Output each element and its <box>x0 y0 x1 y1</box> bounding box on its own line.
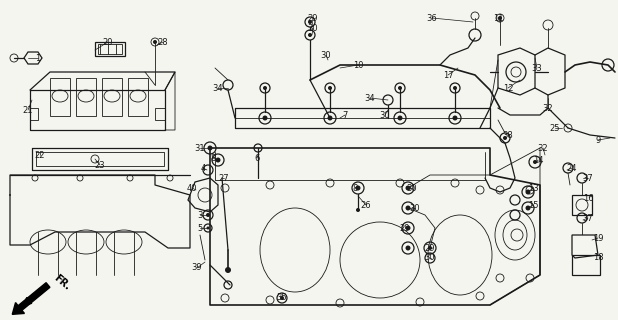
Text: 23: 23 <box>95 161 105 170</box>
Bar <box>50 78 70 116</box>
Text: 25: 25 <box>550 124 561 132</box>
Ellipse shape <box>308 20 312 24</box>
Text: 5: 5 <box>197 223 203 233</box>
Text: 10: 10 <box>353 60 363 69</box>
Text: 33: 33 <box>531 63 543 73</box>
Bar <box>30 108 38 120</box>
Ellipse shape <box>428 246 432 250</box>
Text: FR.: FR. <box>52 272 72 292</box>
Text: 40: 40 <box>187 183 197 193</box>
Ellipse shape <box>225 267 231 273</box>
Text: 28: 28 <box>158 37 168 46</box>
Text: 24: 24 <box>567 164 577 172</box>
Text: 37: 37 <box>583 173 593 182</box>
Text: 31: 31 <box>195 143 205 153</box>
Text: 8: 8 <box>210 154 216 163</box>
Text: 12: 12 <box>503 84 514 92</box>
Ellipse shape <box>405 205 410 211</box>
Ellipse shape <box>153 40 157 44</box>
Ellipse shape <box>263 86 267 90</box>
Bar <box>76 78 96 116</box>
Polygon shape <box>572 195 592 215</box>
Text: 19: 19 <box>593 234 603 243</box>
Text: 36: 36 <box>426 13 438 22</box>
Text: 18: 18 <box>593 253 603 262</box>
Text: 26: 26 <box>361 201 371 210</box>
Text: 1: 1 <box>35 53 41 62</box>
Text: 38: 38 <box>502 131 514 140</box>
Text: 7: 7 <box>342 110 348 119</box>
Text: 30: 30 <box>407 183 417 193</box>
Text: 34: 34 <box>213 84 223 92</box>
Text: 32: 32 <box>543 103 553 113</box>
Bar <box>98 44 122 54</box>
Text: 8: 8 <box>352 183 358 193</box>
Bar <box>128 78 148 116</box>
Text: 29: 29 <box>425 244 435 252</box>
Ellipse shape <box>355 186 360 190</box>
Polygon shape <box>572 235 598 258</box>
Ellipse shape <box>216 157 221 163</box>
Bar <box>102 78 122 116</box>
Ellipse shape <box>525 189 530 195</box>
Ellipse shape <box>308 33 312 37</box>
Ellipse shape <box>328 116 332 121</box>
Text: 30: 30 <box>308 23 318 33</box>
Ellipse shape <box>453 86 457 90</box>
Ellipse shape <box>405 226 410 230</box>
Ellipse shape <box>503 136 507 140</box>
Ellipse shape <box>263 116 268 121</box>
Text: 21: 21 <box>23 106 33 115</box>
Ellipse shape <box>206 227 210 229</box>
Bar <box>95 42 125 56</box>
Text: 14: 14 <box>533 156 543 164</box>
Ellipse shape <box>405 186 410 190</box>
Ellipse shape <box>533 160 537 164</box>
Text: 11: 11 <box>493 13 503 22</box>
Text: 32: 32 <box>538 143 548 153</box>
Text: 17: 17 <box>442 70 454 79</box>
Text: 4: 4 <box>200 164 206 172</box>
Text: 15: 15 <box>528 201 538 210</box>
Text: 34: 34 <box>365 93 375 102</box>
Ellipse shape <box>280 296 284 300</box>
Text: 37: 37 <box>583 213 593 222</box>
Ellipse shape <box>397 116 402 121</box>
Text: 9: 9 <box>595 135 601 145</box>
Ellipse shape <box>405 245 410 251</box>
Ellipse shape <box>525 205 530 211</box>
Bar <box>572 255 600 275</box>
Text: 22: 22 <box>35 150 45 159</box>
Ellipse shape <box>498 16 502 20</box>
Polygon shape <box>498 48 535 95</box>
FancyArrow shape <box>12 283 50 314</box>
Ellipse shape <box>328 86 332 90</box>
Ellipse shape <box>452 116 457 121</box>
Ellipse shape <box>356 208 360 212</box>
Text: 30: 30 <box>410 204 420 212</box>
Ellipse shape <box>208 146 213 150</box>
Bar <box>155 108 165 120</box>
Text: 30: 30 <box>425 253 435 262</box>
Text: 27: 27 <box>219 173 229 182</box>
Text: 6: 6 <box>255 154 260 163</box>
Text: 30: 30 <box>379 110 391 119</box>
Text: 30: 30 <box>321 51 331 60</box>
Text: 16: 16 <box>583 194 593 203</box>
Text: 20: 20 <box>103 37 113 46</box>
Text: 13: 13 <box>528 183 538 193</box>
Ellipse shape <box>398 86 402 90</box>
Text: 39: 39 <box>192 263 202 273</box>
Text: 3: 3 <box>197 211 203 220</box>
Text: 29: 29 <box>308 13 318 22</box>
Ellipse shape <box>206 213 210 217</box>
Text: 35: 35 <box>277 293 287 302</box>
Text: 29: 29 <box>400 223 410 233</box>
